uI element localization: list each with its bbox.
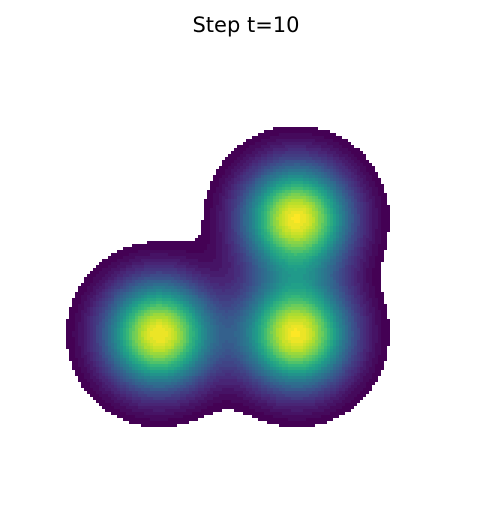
contour-layer	[66, 127, 390, 427]
contour-level-21	[120, 178, 336, 373]
contour-level-12	[105, 163, 351, 388]
contour-level-38	[150, 211, 306, 343]
chart-title: Step t=10	[192, 13, 300, 37]
contour-level-5	[90, 148, 366, 403]
contour-level-0	[66, 127, 390, 427]
contour-level-11	[102, 163, 354, 391]
contour-level-4	[87, 145, 369, 406]
